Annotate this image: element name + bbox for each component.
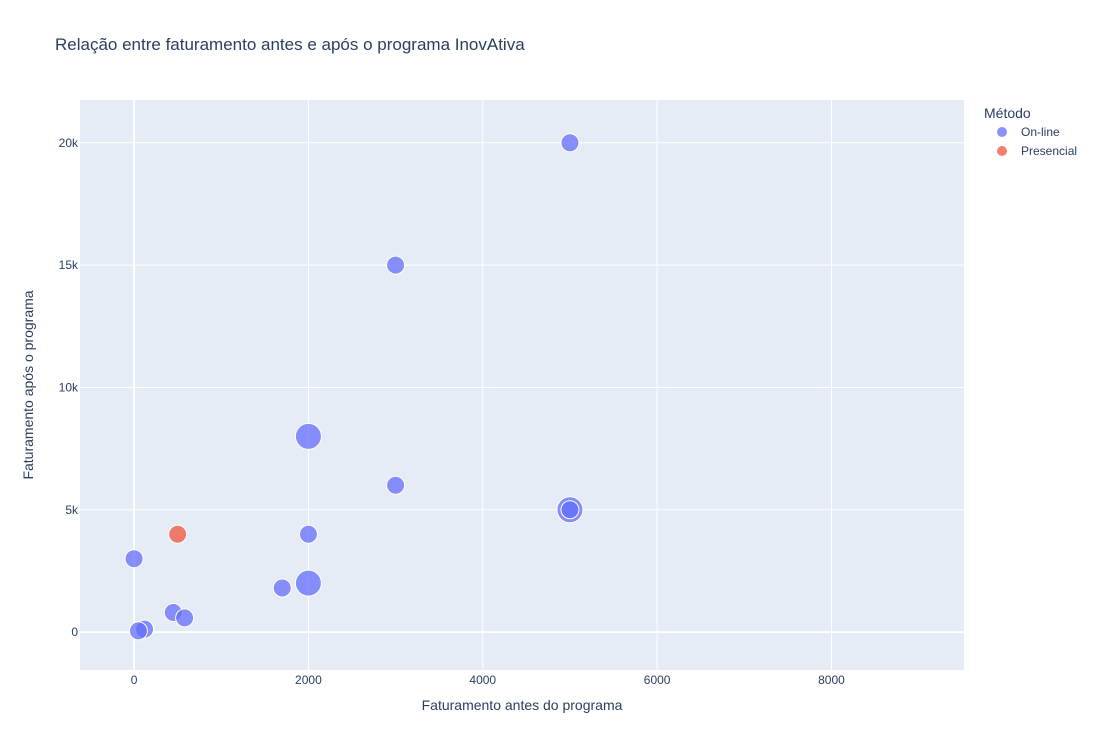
- y-tick-label: 15k: [59, 258, 79, 272]
- x-tick-label: 4000: [469, 673, 496, 687]
- data-point[interactable]: [168, 524, 188, 544]
- x-axis-ticks: 0 2000 4000 6000 8000: [131, 673, 845, 687]
- y-tick-label: 20k: [59, 136, 79, 150]
- data-point[interactable]: [124, 549, 144, 569]
- data-point[interactable]: [294, 569, 322, 597]
- data-point[interactable]: [560, 500, 580, 520]
- legend: Método On-line Presencial: [984, 105, 1077, 158]
- chart-title: Relação entre faturamento antes e após o…: [55, 35, 525, 54]
- data-point[interactable]: [175, 608, 195, 628]
- data-point[interactable]: [298, 524, 318, 544]
- data-point[interactable]: [294, 422, 322, 450]
- plot-area: [80, 100, 964, 670]
- data-point[interactable]: [272, 578, 292, 598]
- legend-marker: [997, 146, 1007, 156]
- legend-label: On-line: [1021, 125, 1060, 139]
- y-tick-label: 10k: [59, 380, 79, 394]
- x-tick-label: 6000: [644, 673, 671, 687]
- x-tick-label: 0: [131, 673, 138, 687]
- x-tick-label: 8000: [818, 673, 845, 687]
- y-axis-ticks: 0 5k 10k 15k 20k: [59, 136, 79, 639]
- markers[interactable]: [124, 133, 584, 641]
- grid-lines: [80, 100, 964, 670]
- x-tick-label: 2000: [295, 673, 322, 687]
- y-tick-label: 5k: [65, 503, 79, 517]
- data-point[interactable]: [386, 255, 406, 275]
- x-axis-title: Faturamento antes do programa: [422, 697, 623, 713]
- data-point[interactable]: [560, 133, 580, 153]
- legend-marker: [997, 127, 1007, 137]
- y-axis-title: Faturamento após o programa: [20, 290, 36, 479]
- legend-title: Método: [984, 105, 1031, 121]
- y-tick-label: 0: [71, 625, 78, 639]
- legend-label: Presencial: [1021, 144, 1077, 158]
- data-point[interactable]: [128, 621, 148, 641]
- data-point[interactable]: [386, 475, 406, 495]
